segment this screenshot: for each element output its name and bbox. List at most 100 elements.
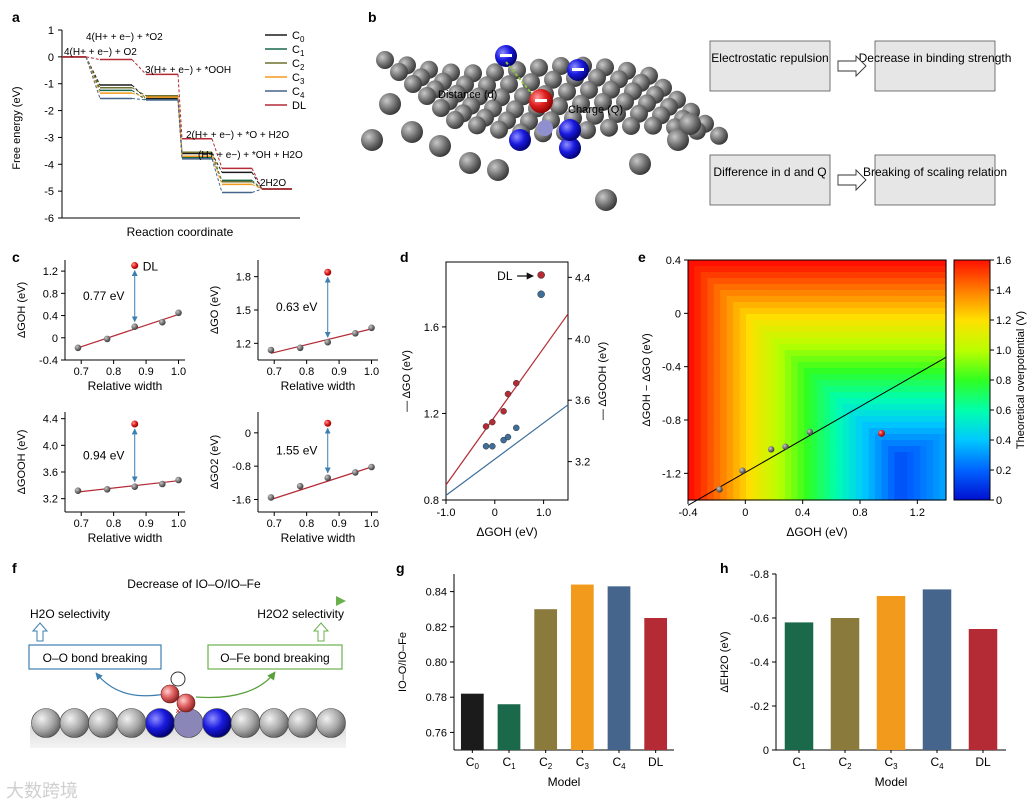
d-y-tick-label-right: 4.0	[575, 334, 590, 346]
h-x-tick-label: C4	[930, 755, 944, 771]
e-heat-cell	[842, 386, 850, 393]
e-heat-cell	[720, 434, 728, 441]
c-x-tick-label: 1.0	[171, 518, 186, 530]
e-heat-cell	[862, 494, 870, 501]
e-heat-cell	[913, 314, 921, 321]
e-heat-cell	[907, 368, 915, 375]
e-heat-cell	[804, 320, 812, 327]
e-heat-cell	[829, 398, 837, 405]
e-heat-cell	[823, 284, 831, 291]
e-heat-cell	[913, 368, 921, 375]
e-heat-cell	[817, 422, 825, 429]
e-heat-cell	[784, 482, 792, 489]
h-bar-C2	[830, 618, 860, 750]
e-heat-cell	[875, 314, 883, 321]
e-heat-cell	[855, 284, 863, 291]
e-heat-cell	[752, 374, 760, 381]
e-heat-cell	[913, 422, 921, 429]
e-heat-cell	[778, 356, 786, 363]
e-heat-cell	[849, 290, 857, 297]
e-heat-cell	[771, 446, 779, 453]
b-carbon-atom	[468, 116, 486, 135]
e-heat-cell	[817, 332, 825, 339]
e-heat-cell	[746, 272, 754, 279]
e-heat-cell	[887, 266, 895, 273]
e-heat-cell	[758, 392, 766, 399]
e-heat-cell	[784, 422, 792, 429]
e-heat-cell	[913, 470, 921, 477]
e-heat-cell	[778, 458, 786, 465]
e-heat-cell	[739, 302, 747, 309]
e-heat-cell	[700, 476, 708, 483]
e-heat-cell	[688, 362, 696, 369]
e-heat-cell	[849, 260, 857, 267]
e-heat-cell	[778, 278, 786, 285]
e-heat-cell	[868, 440, 876, 447]
e-heat-cell	[842, 272, 850, 279]
e-heat-cell	[771, 272, 779, 279]
e-heat-cell	[771, 380, 779, 387]
e-heat-cell	[849, 494, 857, 501]
e-heat-cell	[804, 434, 812, 441]
e-heat-cell	[887, 326, 895, 333]
e-heat-cell	[726, 434, 734, 441]
e-heat-cell	[784, 332, 792, 339]
e-heat-cell	[836, 344, 844, 351]
e-heat-cell	[887, 482, 895, 489]
g-y-tick-label: 0.82	[426, 622, 447, 634]
e-heat-cell	[694, 446, 702, 453]
e-heat-cell	[720, 266, 728, 273]
e-heat-cell	[875, 356, 883, 363]
e-heat-cell	[778, 308, 786, 315]
e-heat-cell	[778, 482, 786, 489]
e-heat-cell	[797, 422, 805, 429]
e-heat-cell	[804, 290, 812, 297]
e-heat-cell	[694, 320, 702, 327]
e-heat-cell	[933, 356, 941, 363]
e-heat-cell	[791, 488, 799, 495]
e-heat-cell	[887, 464, 895, 471]
e-heat-cell	[810, 266, 818, 273]
e-heat-cell	[829, 296, 837, 303]
e-heat-cell	[810, 338, 818, 345]
e-heat-cell	[894, 482, 902, 489]
e-heat-cell	[746, 482, 754, 489]
e-heat-cell	[868, 266, 876, 273]
e-heat-cell	[739, 320, 747, 327]
e-heat-cell	[797, 320, 805, 327]
e-heat-cell	[739, 434, 747, 441]
e-heat-cell	[842, 470, 850, 477]
e-heat-cell	[804, 326, 812, 333]
e-heat-cell	[868, 398, 876, 405]
e-heat-cell	[804, 272, 812, 279]
e-heat-cell	[726, 416, 734, 423]
b-carbon-atom	[418, 87, 436, 105]
e-heat-cell	[881, 398, 889, 405]
e-heat-cell	[926, 464, 934, 471]
e-heat-cell	[810, 326, 818, 333]
e-heat-cell	[810, 386, 818, 393]
e-heat-cell	[849, 488, 857, 495]
e-heat-cell	[804, 476, 812, 483]
e-heat-cell	[894, 440, 902, 447]
d-data-point	[513, 379, 520, 387]
a-connector-C4	[211, 158, 223, 193]
e-heat-cell	[875, 368, 883, 375]
b-carbon-atom	[514, 87, 532, 106]
d-data-point	[513, 424, 520, 432]
e-heat-cell	[933, 278, 941, 285]
e-heat-cell	[707, 314, 715, 321]
e-heat-cell	[829, 476, 837, 483]
e-heat-cell	[733, 296, 741, 303]
e-heat-cell	[733, 278, 741, 285]
e-heat-cell	[875, 272, 883, 279]
e-heat-cell	[752, 488, 760, 495]
f-carbon-atom	[259, 708, 289, 738]
e-heat-cell	[829, 482, 837, 489]
e-heat-cell	[875, 350, 883, 357]
c-data-point	[368, 324, 375, 332]
e-heat-cell	[862, 416, 870, 423]
e-heat-cell	[875, 398, 883, 405]
e-heat-cell	[829, 290, 837, 297]
